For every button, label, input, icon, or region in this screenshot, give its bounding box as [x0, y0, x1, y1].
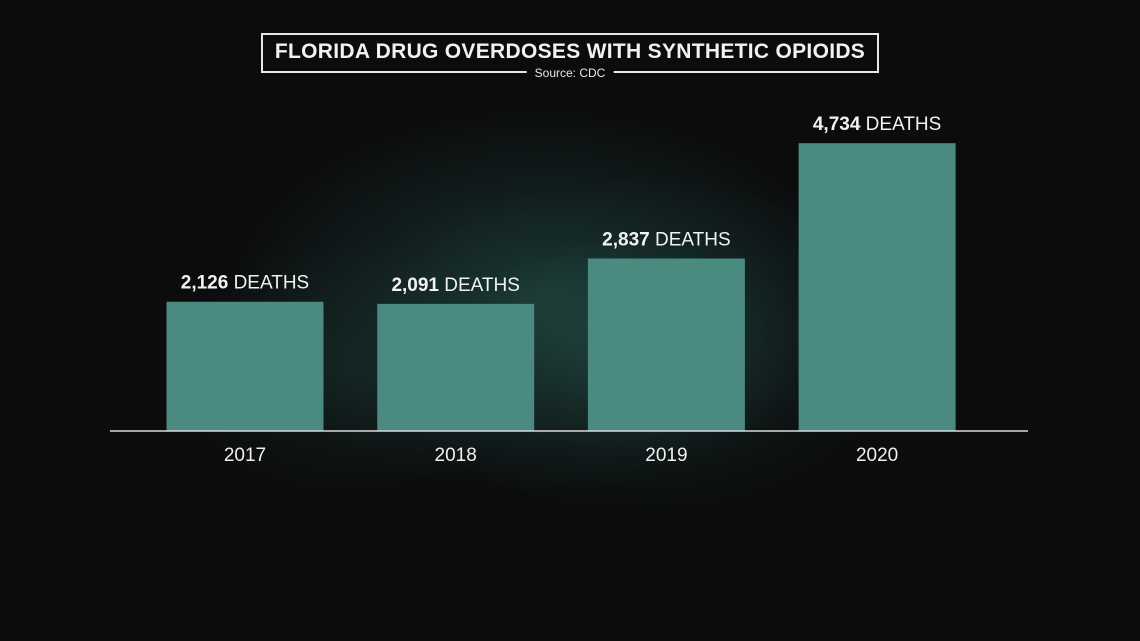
- data-label-value: 2,837: [602, 230, 650, 251]
- bar-2020: [798, 143, 956, 432]
- data-label-2018: 2,091 DEATHS: [391, 275, 519, 296]
- x-tick-label-2017: 2017: [224, 445, 266, 466]
- data-label-value: 2,091: [391, 275, 439, 296]
- chart-title: FLORIDA DRUG OVERDOSES WITH SYNTHETIC OP…: [274, 40, 866, 63]
- data-label-2020: 4,734 DEATHS: [813, 114, 941, 135]
- data-label-unit: DEATHS: [439, 275, 520, 296]
- data-label-unit: DEATHS: [860, 114, 941, 135]
- x-tick-label-2019: 2019: [645, 445, 687, 466]
- bar-2017: [166, 301, 324, 431]
- chart-source: Source: CDC: [526, 66, 614, 80]
- chart-title-box: FLORIDA DRUG OVERDOSES WITH SYNTHETIC OP…: [261, 33, 879, 80]
- data-label-value: 4,734: [813, 114, 861, 135]
- data-label-unit: DEATHS: [650, 230, 731, 251]
- data-label-2019: 2,837 DEATHS: [602, 230, 730, 251]
- data-label-unit: DEATHS: [228, 273, 309, 294]
- bar-2019: [587, 258, 745, 431]
- x-tick-label-2020: 2020: [856, 445, 898, 466]
- bar-2018: [377, 303, 535, 431]
- x-tick-label-2018: 2018: [435, 445, 477, 466]
- data-label-2017: 2,126 DEATHS: [181, 273, 309, 294]
- data-label-value: 2,126: [181, 273, 229, 294]
